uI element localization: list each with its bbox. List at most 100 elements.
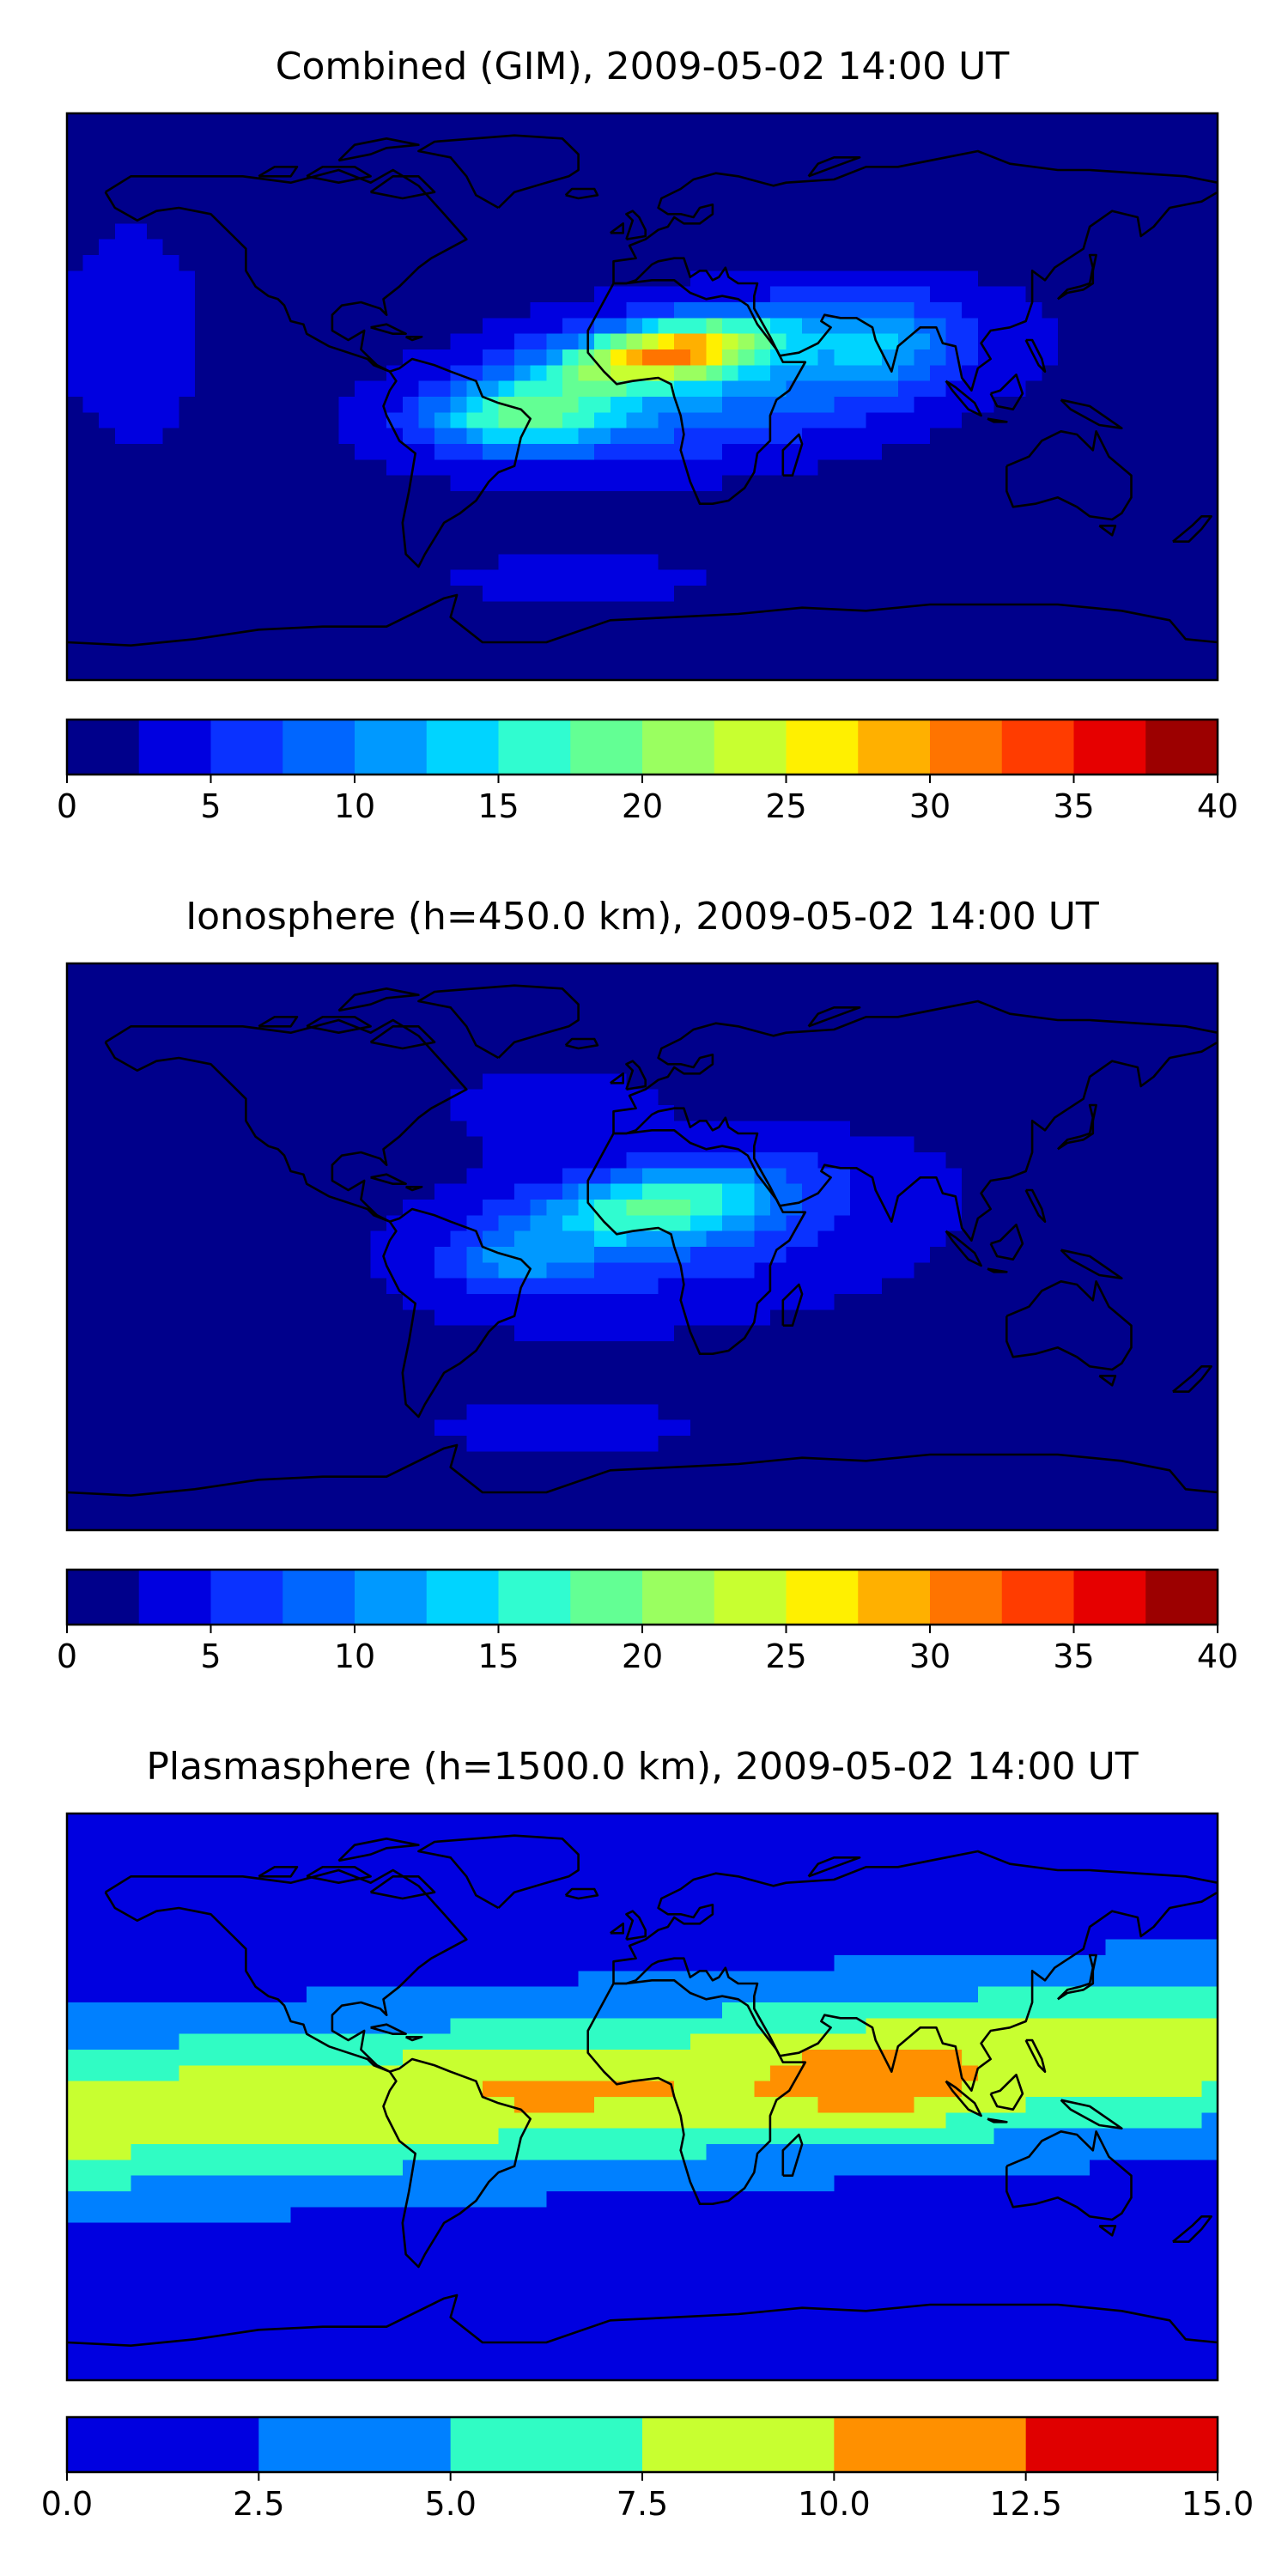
field-cell [1137,979,1155,996]
field-cell [1201,1136,1218,1153]
field-cell [482,412,500,429]
field-cell [1185,286,1202,303]
field-cell [1170,1152,1187,1169]
field-cell [706,586,723,602]
field-cell [82,1011,100,1027]
field-cell [386,302,404,319]
field-cell [258,255,276,271]
field-cell [993,1168,1011,1185]
field-cell [99,586,116,602]
field-cell [242,1247,259,1263]
field-cell [914,1058,931,1074]
field-cell [626,1357,643,1374]
field-cell [227,664,244,680]
field-cell [434,1168,452,1185]
field-cell [386,333,404,350]
field-cell [322,979,339,996]
field-cell [1057,1262,1075,1279]
field-cell [402,397,420,413]
field-cell [370,1278,387,1295]
field-cell [1105,161,1122,177]
field-cell [82,444,100,460]
field-cell [338,1341,355,1358]
field-cell [530,1183,547,1200]
field-cell [849,239,867,256]
field-cell [82,191,100,209]
field-cell [1137,569,1155,586]
field-cell [1201,255,1218,271]
field-cell [258,444,276,460]
field-cell [322,1026,339,1043]
field-cell [945,1309,963,1327]
field-cell [626,191,643,209]
field-cell [738,1436,755,1452]
field-cell [769,664,787,680]
field-cell [322,601,339,618]
field-cell [1185,1451,1202,1468]
field-cell [1042,412,1059,429]
field-cell [962,1388,979,1405]
field-cell [418,365,435,382]
field-cell [866,223,883,240]
field-cell [930,1341,947,1358]
field-cell [1121,1325,1139,1342]
field-cell [290,380,307,398]
field-cell [482,161,500,177]
field-cell [370,1042,387,1059]
field-cell [914,1105,931,1121]
field-cell [817,380,835,398]
field-cell [1042,113,1059,130]
field-cell [930,1200,947,1216]
field-cell [1073,270,1091,288]
field-cell [530,601,547,618]
field-cell [578,475,595,492]
field-cell [690,1325,708,1342]
field-cell [418,428,435,445]
field-cell [882,1372,899,1389]
field-cell [434,191,452,209]
field-cell [147,1136,164,1153]
field-cell [546,1451,563,1468]
field-cell [370,648,387,665]
field-cell [1010,428,1027,445]
field-cell [866,1011,883,1027]
field-cell [690,1183,708,1200]
field-cell [82,333,100,350]
field-cell [131,1436,148,1452]
field-cell [466,397,483,413]
field-cell [897,302,914,319]
field-cell [754,239,771,256]
field-cell [849,333,867,350]
field-cell [307,1357,324,1374]
field-cell [179,569,196,586]
field-cell [402,144,420,161]
field-cell [290,1404,307,1421]
field-cell [498,538,515,555]
field-cell [1073,617,1091,634]
field-cell [897,239,914,256]
field-cell [1201,1404,1218,1421]
field-cell [769,444,787,460]
field-cell [754,1058,771,1074]
field-cell [738,223,755,240]
field-cell [897,365,914,382]
field-cell [290,1183,307,1200]
field-cell [1073,1058,1091,1074]
field-cell [1073,1026,1091,1043]
field-cell [738,1419,755,1437]
field-cell [242,554,259,571]
field-cell [849,365,867,382]
field-cell [1105,333,1122,350]
field-cell [658,1200,675,1216]
field-cell [706,255,723,271]
field-cell [179,239,196,256]
field-cell [754,302,771,319]
field-cell [738,444,755,460]
field-cell [1137,507,1155,524]
field-cell [450,1404,467,1421]
field-cell [849,1073,867,1091]
field-cell [642,648,659,665]
field-cell [1042,1183,1059,1200]
field-cell [99,428,116,445]
field-cell [307,569,324,586]
